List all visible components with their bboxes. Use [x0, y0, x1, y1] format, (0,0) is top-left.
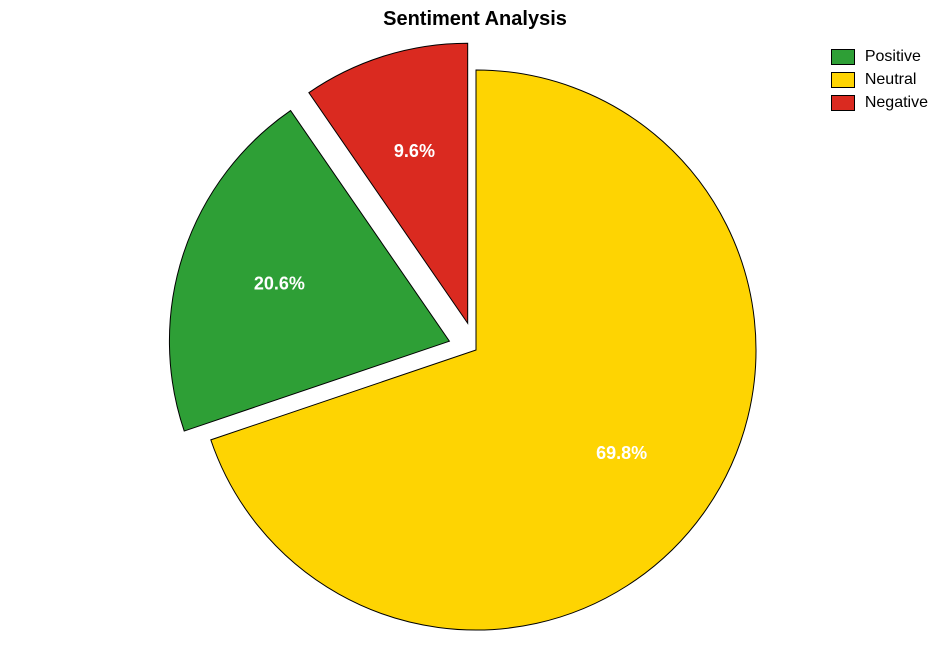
- pie-svg: 69.8% 20.6% 9.6%: [0, 0, 950, 662]
- legend-item: Neutral: [831, 71, 928, 89]
- slice-label-positive: 20.6%: [254, 273, 305, 293]
- legend-swatch: [831, 49, 855, 65]
- slice-label-neutral: 69.8%: [596, 443, 647, 463]
- legend-swatch: [831, 95, 855, 111]
- legend-label: Neutral: [865, 71, 917, 89]
- legend-item: Negative: [831, 94, 928, 112]
- pie-chart-container: Sentiment Analysis 69.8%20.6%9.6% Positi…: [0, 0, 950, 662]
- legend-label: Positive: [865, 48, 921, 66]
- legend: Positive Neutral Negative: [831, 48, 928, 117]
- slice-label-negative: 9.6%: [394, 141, 435, 161]
- legend-swatch: [831, 72, 855, 88]
- legend-item: Positive: [831, 48, 928, 66]
- legend-label: Negative: [865, 94, 928, 112]
